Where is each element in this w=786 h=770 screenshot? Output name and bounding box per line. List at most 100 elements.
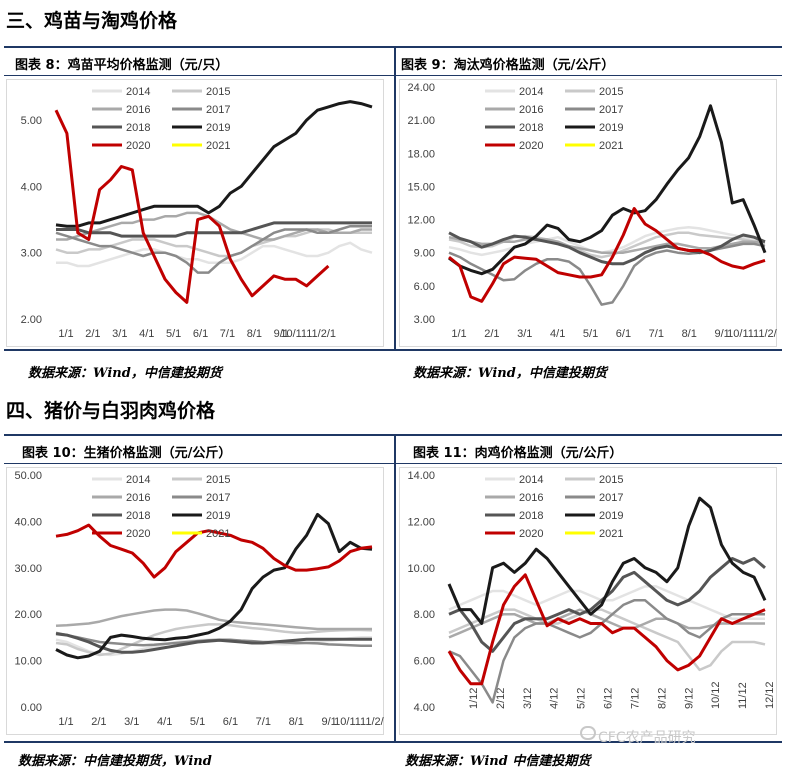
legend-label-2019: 2019 (599, 122, 623, 134)
y-tick-label: 15.00 (407, 181, 435, 193)
legend-label-2015: 2015 (206, 474, 230, 486)
series-line-2018 (56, 221, 372, 238)
divider (4, 349, 782, 351)
y-tick-label: 8.00 (414, 609, 435, 621)
x-tick-label: 5/1 (166, 328, 181, 340)
x-tick-label: 3/12 (522, 688, 534, 709)
chart-svg: 2.00 3.00 4.00 5.00 1/1 2/1 3/1 4/1 5/1 6/1 7/1 8/1… (6, 79, 384, 347)
series-line-2015 (55, 623, 373, 657)
series-line-2019 (55, 512, 373, 660)
legend-label-2021: 2021 (206, 528, 230, 540)
section-title-3: 三、鸡苗与淘鸡价格 (6, 10, 178, 32)
legend-label-2017: 2017 (206, 492, 230, 504)
x-tick-label: 6/12 (603, 688, 615, 709)
series-line-2020 (54, 109, 330, 304)
legend-label-2021: 2021 (599, 528, 623, 540)
x-tick-label: 10/12 (710, 681, 722, 709)
divider (4, 741, 782, 743)
source-note-c8: 数据来源：Wind，中信建投期货 (28, 366, 222, 381)
y-tick-label: 6.00 (414, 281, 435, 293)
legend-label-2021: 2021 (206, 140, 230, 152)
x-tick-label: 7/1 (220, 328, 235, 340)
y-tick-label: 50.00 (14, 470, 42, 482)
x-tick-label: 2/1 (85, 328, 100, 340)
chart-frame (399, 467, 777, 735)
series-line-2020 (447, 573, 766, 686)
chart-title-c11: 图表 11：肉鸡价格监测（元/公斤） (413, 446, 623, 461)
x-tick-label: 5/12 (576, 688, 588, 709)
legend-label-2016: 2016 (519, 104, 543, 116)
x-tick-label: 8/1 (682, 328, 697, 340)
y-tick-label: 2.00 (21, 314, 42, 326)
series-line-2017 (448, 599, 765, 704)
y-tick-label: 4.00 (414, 702, 435, 714)
legend-label-2019: 2019 (599, 510, 623, 522)
x-tick-label: 10/1111/2/1 (280, 328, 336, 340)
chart-svg: 3.00 6.00 9.00 12.00 15.00 18.00 21.00 24.00 1/1… (399, 79, 777, 347)
x-tick-label: 4/1 (157, 716, 172, 728)
legend-label-2020: 2020 (519, 528, 543, 540)
divider (4, 46, 782, 48)
x-tick-label: 9/1 (274, 328, 289, 340)
series-line-2020 (448, 207, 766, 303)
series-line-2017 (55, 224, 372, 274)
divider (4, 75, 782, 76)
x-tick-label: 5/1 (583, 328, 598, 340)
legend-label-2018: 2018 (126, 122, 150, 134)
series-line-2016 (55, 608, 372, 631)
divider (4, 463, 782, 464)
legend-label-2015: 2015 (599, 86, 623, 98)
legend-label-2017: 2017 (599, 104, 623, 116)
y-tick-label: 12.00 (407, 215, 435, 227)
x-tick-label: 4/1 (139, 328, 154, 340)
chart-title-c8: 图表 8：鸡苗平均价格监测（元/只） (15, 58, 229, 73)
chart-c10: 0.00 10.00 20.00 30.00 40.00 50.00 1/1 2/1 3/1 4/… (6, 467, 384, 735)
x-tick-label: 1/1 (58, 716, 73, 728)
legend-label-2019: 2019 (206, 510, 230, 522)
legend-label-2018: 2018 (519, 122, 543, 134)
legend-label-2016: 2016 (126, 104, 150, 116)
divider (4, 434, 782, 436)
x-tick-label: 1/1 (58, 328, 73, 340)
y-tick-label: 30.00 (14, 563, 42, 575)
legend-label-2020: 2020 (126, 528, 150, 540)
x-tick-label: 2/1 (484, 328, 499, 340)
series-line-2019 (448, 104, 767, 276)
chart-c11: 4.00 6.00 8.00 10.00 12.00 14.00 1/12 2/12 3/12 4… (399, 467, 777, 735)
watermark: CFC农产品研究 (598, 730, 696, 746)
x-tick-label: 4/1 (550, 328, 565, 340)
legend-label-2014: 2014 (126, 86, 150, 98)
y-tick-label: 10.00 (407, 563, 435, 575)
legend-label-2019: 2019 (206, 122, 230, 134)
x-tick-label: 8/12 (656, 688, 668, 709)
y-tick-label: 3.00 (21, 248, 42, 260)
y-tick-label: 5.00 (21, 115, 42, 127)
wechat-icon (580, 726, 596, 740)
chart-title-c10: 图表 10：生猪价格监测（元/公斤） (22, 446, 232, 461)
x-tick-label: 6/1 (223, 716, 238, 728)
chart-svg: 0.00 10.00 20.00 30.00 40.00 50.00 1/1 2/1 3/1 4/… (6, 467, 384, 735)
x-tick-label: 6/1 (193, 328, 208, 340)
legend-label-2021: 2021 (599, 140, 623, 152)
legend-label-2018: 2018 (126, 510, 150, 522)
chart-svg: 4.00 6.00 8.00 10.00 12.00 14.00 1/12 2/12 3/12 4… (399, 467, 777, 735)
y-tick-label: 14.00 (407, 470, 435, 482)
x-tick-label: 7/12 (629, 688, 641, 709)
x-tick-label: 3/1 (112, 328, 127, 340)
source-note-c11: 数据来源：Wind 中信建投期货 (405, 754, 591, 769)
series-line-2016 (448, 235, 765, 254)
legend-label-2014: 2014 (126, 474, 150, 486)
x-tick-label: 2/1 (91, 716, 106, 728)
panel-divider (394, 434, 396, 742)
legend-label-2018: 2018 (519, 510, 543, 522)
x-tick-label: 7/1 (256, 716, 271, 728)
legend-label-2017: 2017 (599, 492, 623, 504)
x-tick-label: 12/12 (764, 681, 776, 709)
legend-label-2017: 2017 (206, 104, 230, 116)
x-tick-label: 1/1 (451, 328, 466, 340)
x-tick-label: 6/1 (616, 328, 631, 340)
x-tick-label: 11/12 (737, 682, 749, 709)
x-tick-label: 8/1 (289, 716, 304, 728)
chart-frame (6, 467, 384, 735)
x-tick-label: 9/12 (683, 688, 695, 709)
